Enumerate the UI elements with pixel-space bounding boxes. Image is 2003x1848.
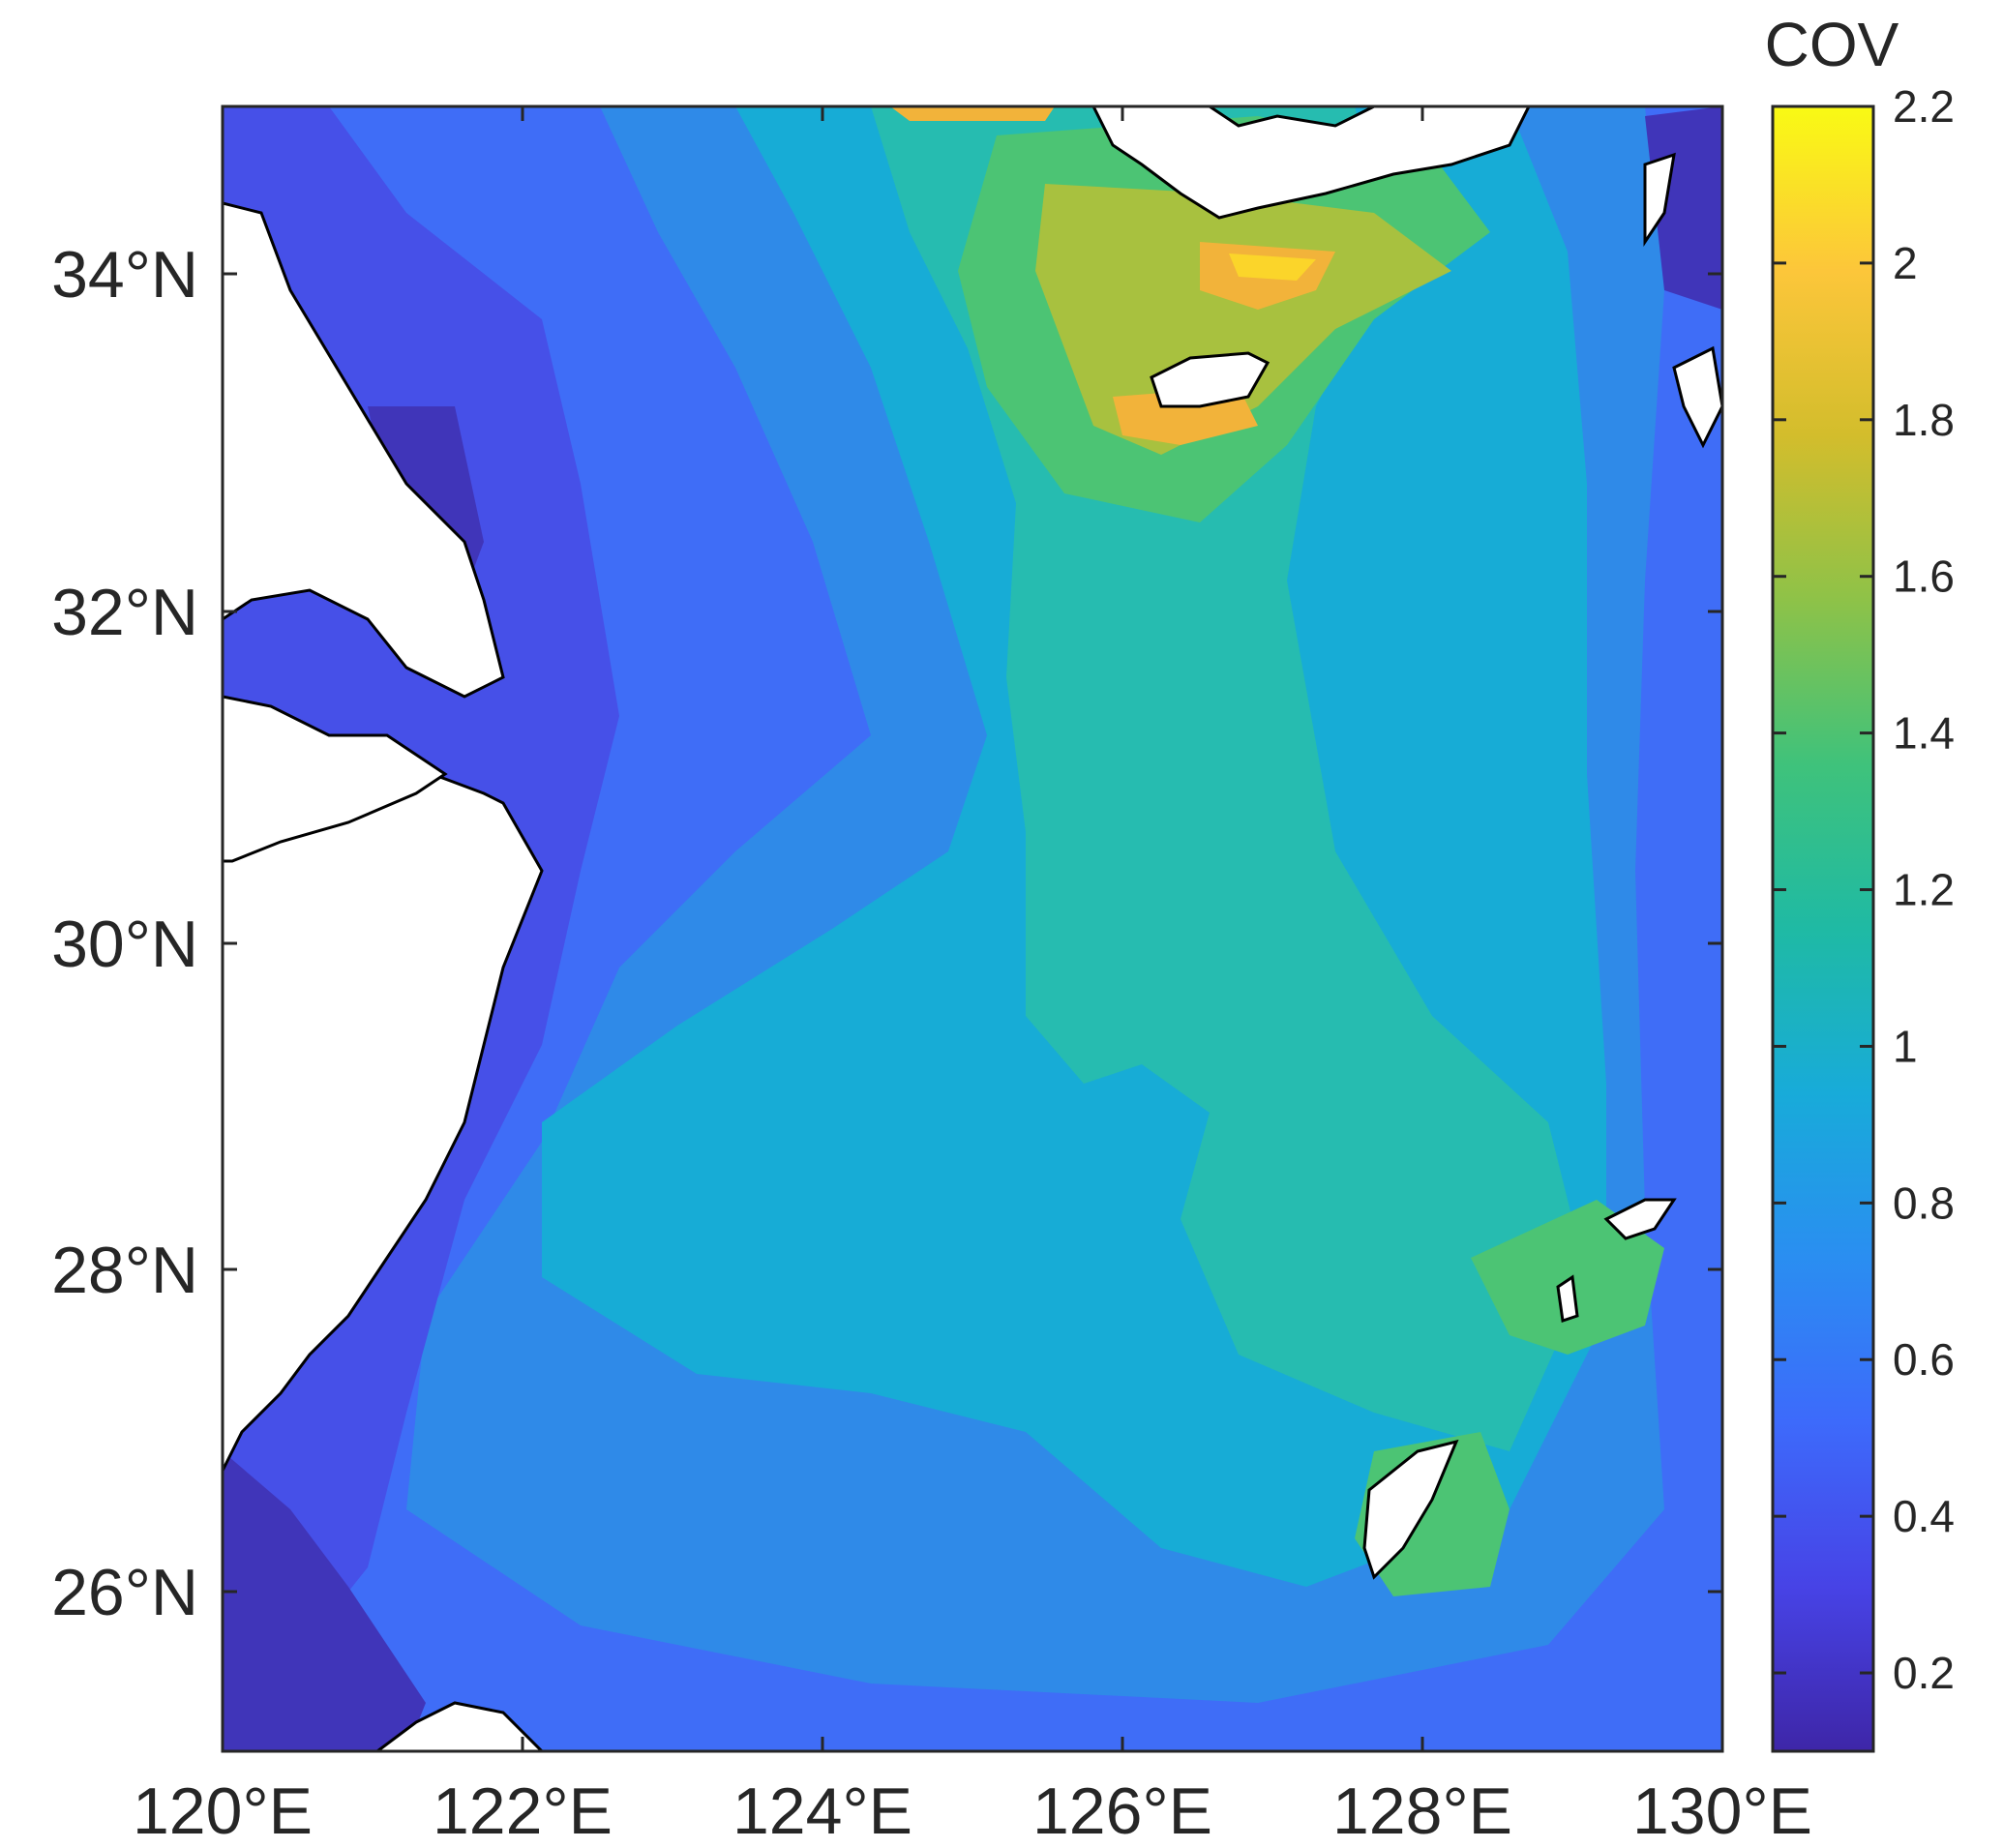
colorbar-tick-label: 2.2 bbox=[1893, 81, 1955, 132]
ryukyu-a bbox=[1603, 1198, 1677, 1240]
x-tick-label-124: 124°E bbox=[732, 1774, 912, 1848]
colorbar-tick-label: 0.2 bbox=[1893, 1648, 1955, 1698]
y-tick-label-34: 34°N bbox=[51, 238, 198, 312]
cov-level-0-2 bbox=[223, 1451, 426, 1751]
colorbar-tick-label: 0.6 bbox=[1893, 1334, 1955, 1385]
china-mainland bbox=[223, 201, 505, 699]
colorbar-tick-label: 1.4 bbox=[1893, 708, 1955, 759]
ryukyu-b bbox=[1556, 1274, 1579, 1323]
cov-level-1-8-c bbox=[890, 106, 1055, 121]
colorbar-tick-label: 2 bbox=[1893, 238, 1918, 288]
colorbar-title: COV bbox=[1765, 10, 1899, 79]
x-tick-label-128: 128°E bbox=[1332, 1774, 1512, 1848]
cov-field bbox=[223, 106, 1722, 1751]
kyushu bbox=[1643, 152, 1676, 247]
y-tick-label-28: 28°N bbox=[51, 1234, 198, 1307]
colorbar-tick-label: 0.4 bbox=[1893, 1491, 1955, 1541]
colorbar-tick-label: 0.8 bbox=[1893, 1177, 1955, 1228]
colorbar-tick-labels: 2.2 2 1.8 1.6 1.4 1.2 1 0.8 0.6 0.4 0.2 bbox=[1893, 81, 1955, 1698]
china-mainland-north bbox=[223, 695, 448, 863]
y-tick-label-26: 26°N bbox=[51, 1556, 198, 1629]
taiwan-north bbox=[374, 1701, 545, 1751]
colorbar bbox=[1771, 104, 1875, 1753]
cov-level-1-6 bbox=[1035, 184, 1451, 455]
x-tick-label-120: 120°E bbox=[133, 1774, 313, 1848]
x-tick-label-122: 122°E bbox=[433, 1774, 613, 1848]
colorbar-tick-label: 1.2 bbox=[1893, 865, 1955, 915]
cov-level-2-0 bbox=[1229, 253, 1316, 281]
plot-frame bbox=[221, 104, 1724, 1753]
y-tick-label-30: 30°N bbox=[51, 908, 198, 981]
ryukyu-c bbox=[1362, 1439, 1459, 1580]
x-tick-label-126: 126°E bbox=[1032, 1774, 1212, 1848]
colorbar-tick-label: 1.6 bbox=[1893, 551, 1955, 602]
cov-level-1-4-east bbox=[1471, 1200, 1664, 1355]
jeju-island bbox=[1150, 351, 1271, 408]
y-tick-label-32: 32°N bbox=[51, 576, 198, 649]
kyushu-2 bbox=[1672, 345, 1722, 449]
x-tick-label-130: 130°E bbox=[1632, 1774, 1812, 1848]
korea-coast bbox=[1091, 106, 1531, 220]
x-axis bbox=[221, 106, 1724, 1751]
colorbar-tick-label: 1 bbox=[1893, 1021, 1918, 1071]
y-axis bbox=[223, 272, 1722, 1594]
colorbar-ticks bbox=[1773, 104, 1873, 1675]
colorbar-tick-label: 1.8 bbox=[1893, 395, 1955, 445]
